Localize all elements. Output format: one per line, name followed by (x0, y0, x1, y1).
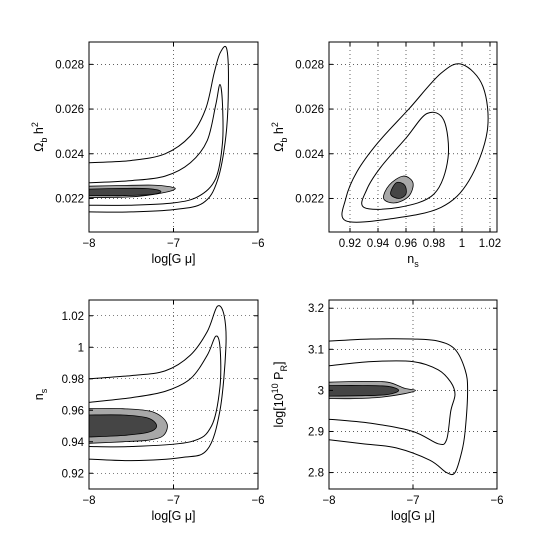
panel-bottom-left: −8 −7 −6 0.92 0.94 0.96 0.98 1 1.02 log[G μ] ns (32, 299, 265, 523)
y-tick-label: 3.2 (308, 303, 324, 315)
y-tick-label: 0.024 (295, 149, 324, 161)
x-tick-label: −7 (167, 495, 180, 507)
y-axis-label: ns (32, 388, 49, 400)
y-tick-label: 1 (78, 342, 84, 354)
panel-bottom-right: −8 −7 −6 2.8 2.9 3 3.1 3.2 log[G μ] log[1010 PR] (270, 299, 504, 523)
y-tick-label: 0.98 (62, 374, 84, 386)
contour-dark (390, 181, 407, 199)
y-tick-label: 0.92 (62, 468, 84, 480)
x-axis-label: ns (407, 252, 419, 269)
contour-outer (89, 45, 229, 213)
x-tick-label: −7 (167, 238, 180, 250)
contour-dark (89, 414, 158, 438)
contour-middle (89, 335, 222, 448)
x-tick-label: 0.96 (395, 238, 417, 250)
x-tick-label: −6 (490, 495, 503, 507)
contour-middle (329, 360, 456, 446)
x-axis-label: log[G μ] (151, 509, 195, 523)
x-tick-label: 0.98 (423, 238, 445, 250)
x-tick-label: 1.02 (479, 238, 501, 250)
y-tick-label: 1.02 (62, 311, 84, 323)
y-tick-label: 0.028 (55, 59, 84, 71)
contour-outer (329, 338, 469, 476)
y-axis-label: log[1010 PR] (270, 362, 289, 428)
x-axis-label: log[G μ] (391, 509, 435, 523)
panel-top-right: 0.92 0.94 0.96 0.98 1 1.02 0.022 0.024 0.026 0.02… (270, 41, 501, 269)
x-axis-label: log[G μ] (151, 252, 195, 266)
y-tick-label: 0.026 (55, 104, 84, 116)
x-tick-label: −7 (406, 495, 419, 507)
contour-middle (89, 83, 224, 206)
y-tick-label: 0.024 (55, 149, 84, 161)
x-tick-label: −6 (251, 238, 264, 250)
x-tick-label: −8 (82, 495, 95, 507)
y-tick-label: 0.96 (62, 405, 84, 417)
contour-outer (341, 63, 489, 223)
y-tick-label: 0.026 (295, 104, 324, 116)
y-axis-label: Ωb h2 (270, 122, 289, 152)
y-tick-label: 0.022 (295, 193, 324, 205)
axes-box (328, 41, 498, 233)
x-tick-label: 1 (459, 238, 465, 250)
y-tick-label: 3.1 (308, 344, 324, 356)
y-tick-label: 0.022 (55, 193, 84, 205)
panel-top-left: −8 −7 −6 0.022 0.024 0.026 0.028 log[G μ] Ωb h2 (30, 41, 265, 266)
y-tick-label: 2.9 (308, 426, 324, 438)
y-tick-label: 2.8 (308, 468, 324, 480)
x-tick-label: 0.94 (367, 238, 390, 250)
contour-middle (361, 111, 450, 210)
contour-dark (329, 385, 400, 397)
x-tick-label: −8 (82, 238, 95, 250)
y-tick-label: 0.028 (295, 59, 324, 71)
y-tick-label: 3 (318, 385, 324, 397)
x-tick-label: −6 (251, 495, 264, 507)
y-tick-label: 0.94 (62, 437, 85, 449)
contour-outer (89, 305, 227, 462)
x-tick-label: 0.92 (339, 238, 361, 250)
contour-dark (89, 187, 162, 197)
x-tick-label: −8 (322, 495, 335, 507)
y-axis-label: Ωb h2 (30, 122, 49, 152)
